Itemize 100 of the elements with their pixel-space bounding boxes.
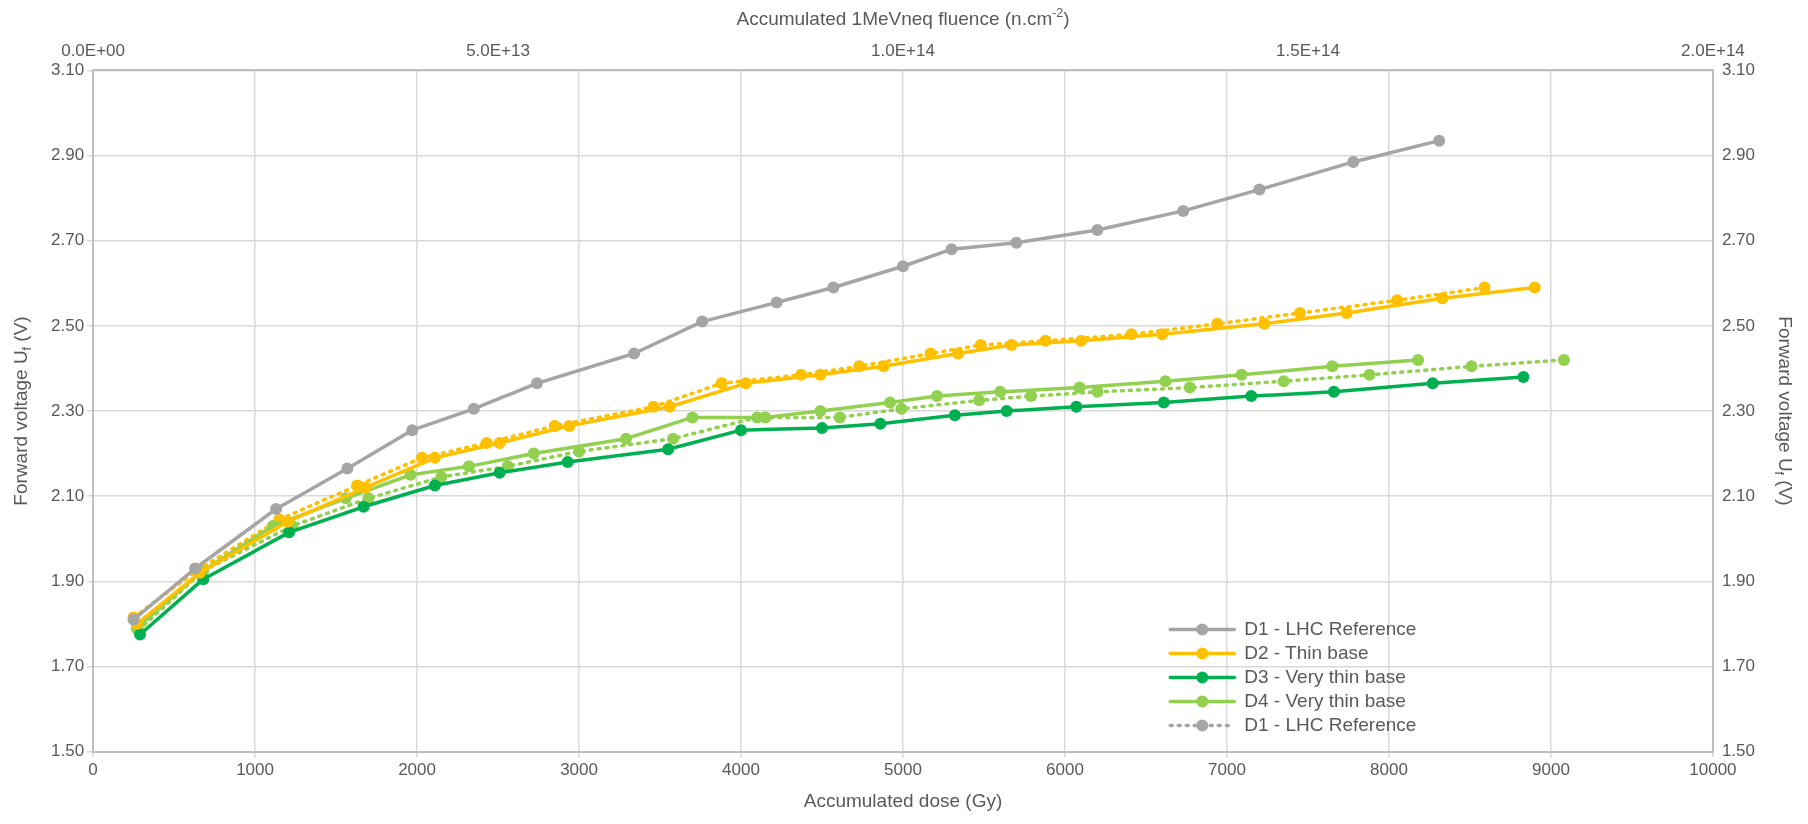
- point: [1277, 375, 1290, 388]
- point: [357, 500, 370, 513]
- point: [1010, 236, 1023, 249]
- point: [666, 432, 679, 445]
- x-tick-label: 4000: [722, 760, 760, 780]
- point: [428, 479, 441, 492]
- point: [1528, 281, 1541, 294]
- point: [1000, 405, 1013, 417]
- point: [134, 628, 147, 641]
- point: [1005, 339, 1018, 352]
- point: [994, 385, 1007, 398]
- legend-label: D3 - Very thin base: [1244, 665, 1406, 687]
- point: [1183, 381, 1196, 394]
- point: [620, 432, 633, 445]
- x-axis-title: Accumulated dose (Gy): [803, 790, 1003, 812]
- y2-tick-label: 2.90: [1721, 145, 1756, 165]
- legend-label: D2 - Thin base: [1244, 641, 1369, 663]
- point: [814, 368, 827, 381]
- point: [715, 377, 728, 390]
- point: [1557, 353, 1570, 366]
- x-tick-label: 10000: [1689, 760, 1737, 780]
- point: [1433, 134, 1446, 147]
- point: [816, 422, 829, 435]
- point: [428, 451, 441, 464]
- point: [686, 411, 699, 424]
- point: [895, 402, 908, 415]
- point: [897, 260, 909, 273]
- y-tick-label: 2.50: [50, 315, 85, 335]
- point: [1070, 400, 1083, 413]
- point: [877, 360, 890, 373]
- y-tick-label: 1.70: [50, 656, 85, 676]
- point: [1465, 360, 1478, 373]
- y-axis-title: Forward voltage Uf (V): [10, 316, 35, 506]
- point: [696, 315, 709, 328]
- point: [1347, 155, 1360, 168]
- point: [884, 396, 897, 409]
- point: [527, 447, 540, 460]
- y-tick-label: 2.70: [50, 230, 85, 250]
- point: [1412, 353, 1425, 366]
- point: [1091, 224, 1104, 237]
- point: [493, 466, 506, 479]
- y2-tick-label: 1.50: [1721, 741, 1756, 761]
- point: [833, 411, 846, 424]
- y2-tick-label: 2.50: [1721, 315, 1756, 335]
- x2-tick-label: 1.0E+14: [871, 40, 935, 60]
- point: [662, 443, 675, 456]
- y-tick-label: 3.10: [50, 60, 85, 80]
- point: [493, 436, 506, 449]
- y-tick-label: 1.90: [50, 570, 85, 590]
- point: [827, 281, 840, 294]
- point: [1156, 328, 1169, 341]
- x-tick-label: 7000: [1208, 760, 1246, 780]
- x-tick-label: 6000: [1046, 760, 1084, 780]
- point: [341, 462, 354, 475]
- point: [406, 424, 419, 437]
- point: [1253, 183, 1266, 196]
- point: [462, 460, 475, 473]
- y2-tick-label: 2.10: [1721, 485, 1756, 505]
- y-tick-label: 2.10: [50, 485, 85, 505]
- point: [359, 481, 372, 494]
- point: [1159, 375, 1172, 388]
- point: [735, 424, 748, 437]
- x-tick-label: 2000: [398, 760, 436, 780]
- point: [1177, 204, 1190, 217]
- point: [1073, 381, 1086, 394]
- point: [1426, 377, 1439, 390]
- point: [1235, 368, 1248, 381]
- x-tick-label: 3000: [560, 760, 598, 780]
- y-tick-label: 2.30: [50, 400, 85, 420]
- point: [1245, 390, 1258, 403]
- x2-tick-label: 0.0E+00: [61, 40, 125, 60]
- point: [283, 526, 296, 539]
- point: [1258, 317, 1271, 330]
- point: [945, 243, 958, 256]
- y2-tick-label: 2.30: [1721, 400, 1756, 420]
- y2-tick-label: 1.70: [1721, 656, 1756, 676]
- point: [1340, 307, 1353, 320]
- point: [1024, 390, 1037, 403]
- point: [563, 419, 576, 432]
- point: [1157, 396, 1170, 409]
- point: [739, 377, 752, 390]
- x2-tick-label: 1.5E+14: [1276, 40, 1340, 60]
- legend-label: D1 - LHC Reference: [1244, 617, 1417, 639]
- y2-tick-label: 3.10: [1721, 60, 1756, 80]
- legend-label: D1 - LHC Reference: [1244, 713, 1417, 735]
- x-tick-label: 5000: [884, 760, 922, 780]
- x2-tick-label: 5.0E+13: [466, 40, 530, 60]
- point: [973, 394, 986, 407]
- point: [1363, 368, 1376, 381]
- point: [1327, 385, 1340, 398]
- point: [948, 409, 961, 422]
- point: [1436, 292, 1449, 305]
- x-tick-label: 9000: [1532, 760, 1570, 780]
- point: [530, 377, 543, 390]
- point: [814, 405, 827, 417]
- point: [663, 400, 676, 413]
- point: [1517, 370, 1530, 383]
- x-tick-label: 0: [88, 760, 98, 780]
- point: [270, 502, 283, 515]
- point: [770, 296, 783, 309]
